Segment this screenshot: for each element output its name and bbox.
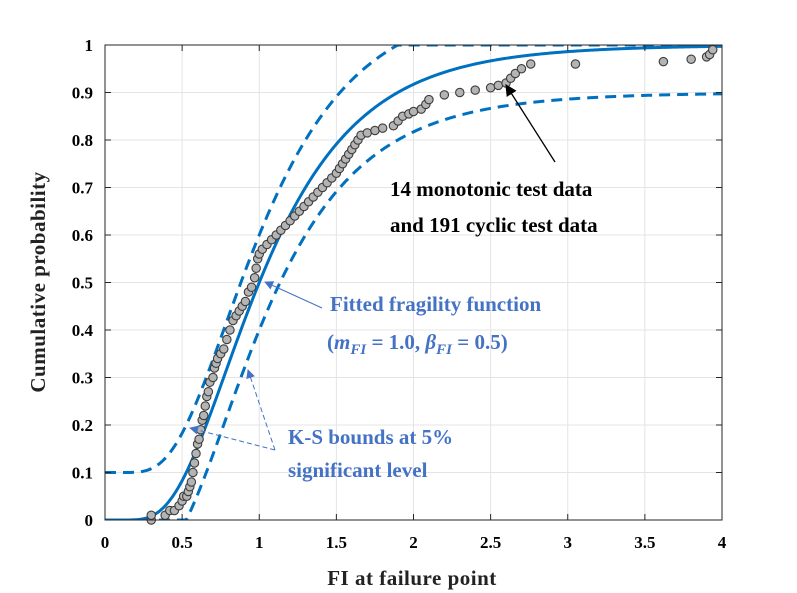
y-tick-label: 0.6 xyxy=(72,226,93,245)
x-tick-label: 1 xyxy=(255,533,264,552)
data-point xyxy=(225,325,235,335)
x-tick-label: 1.5 xyxy=(326,533,347,552)
data-point xyxy=(208,372,218,383)
data-point xyxy=(707,44,718,55)
fit-m-subscript: FI xyxy=(349,342,367,358)
data-point xyxy=(249,272,260,283)
data-point xyxy=(188,467,198,478)
y-tick-label: 0.7 xyxy=(72,179,94,198)
data-point xyxy=(189,458,200,468)
data-annotation-arrow xyxy=(505,84,556,163)
fitted-curve-group xyxy=(105,45,722,520)
data-point xyxy=(686,54,696,64)
tick-marks xyxy=(104,44,723,521)
data-point xyxy=(658,56,669,67)
y-tick-label: 0.1 xyxy=(72,464,93,483)
data-point xyxy=(195,424,206,435)
y-tick-label: 1 xyxy=(85,36,94,55)
data-point xyxy=(408,106,419,117)
data-point xyxy=(194,434,204,444)
y-tick-label: 0.2 xyxy=(72,416,93,435)
x-tick-label: 3.5 xyxy=(634,533,655,552)
data-point xyxy=(222,334,232,345)
x-tick-label: 4 xyxy=(718,533,727,552)
data-point xyxy=(200,401,211,411)
data-point xyxy=(203,386,214,397)
y-axis-title: Cumulative probability xyxy=(26,171,50,392)
data-point xyxy=(570,59,581,69)
ks-annotation-arrow-lower xyxy=(189,425,276,451)
x-tick-label: 3 xyxy=(564,533,573,552)
ks-annotation-line2: significant level xyxy=(288,458,428,482)
fit-m-value: = 1.0, xyxy=(366,330,425,354)
ks-annotation-line1: K-S bounds at 5% xyxy=(288,425,453,449)
fit-beta-value: = 0.5) xyxy=(452,330,508,354)
y-tick-label: 0 xyxy=(85,511,94,530)
data-annotation-line2: and 191 cyclic test data xyxy=(390,213,598,237)
ks-bounds xyxy=(105,45,722,520)
fit-paren-open: ( xyxy=(327,330,334,354)
x-tick-label: 2.5 xyxy=(480,533,501,552)
data-annotation-line1: 14 monotonic test data xyxy=(390,177,593,201)
x-axis-title: FI at failure point xyxy=(327,566,497,590)
data-point xyxy=(510,68,521,79)
data-point xyxy=(240,296,251,307)
y-tick-label: 0.4 xyxy=(72,321,94,340)
y-tick-label: 0.8 xyxy=(72,131,93,150)
fit-annotation-arrow xyxy=(264,281,323,309)
data-point xyxy=(424,94,434,105)
fit-beta-symbol: β xyxy=(424,330,436,354)
fit-m-symbol: m xyxy=(334,330,350,354)
x-tick-label: 2 xyxy=(409,533,418,552)
ks-annotation-arrow-upper xyxy=(246,369,276,451)
data-point xyxy=(191,448,201,459)
fit-beta-subscript: FI xyxy=(435,342,453,358)
x-tick-labels: 0 0.5 1 1.5 2 2.5 3 3.5 4 xyxy=(101,533,727,552)
data-point xyxy=(455,87,465,98)
fitted-fragility-line xyxy=(105,45,722,520)
data-point xyxy=(146,510,157,520)
data-point xyxy=(219,344,229,354)
data-point xyxy=(377,123,388,133)
data-point xyxy=(485,83,496,93)
data-point xyxy=(362,128,372,138)
y-tick-label: 0.3 xyxy=(72,369,93,388)
data-point xyxy=(525,59,536,69)
data-point xyxy=(439,90,450,100)
data-point xyxy=(493,80,504,91)
ks-lower-bound-line xyxy=(105,92,722,520)
y-tick-label: 0.5 xyxy=(72,274,93,293)
data-point xyxy=(370,125,380,136)
y-tick-label: 0.9 xyxy=(72,84,93,103)
y-tick-labels: 0 0.1 0.2 0.3 0.4 0.5 0.6 0.7 0.8 0.9 1 xyxy=(72,36,94,530)
empirical-points xyxy=(146,44,718,525)
data-point xyxy=(516,64,527,74)
x-tick-label: 0.5 xyxy=(172,533,193,552)
fit-annotation-line1: Fitted fragility function xyxy=(330,292,541,316)
data-point xyxy=(470,85,480,95)
data-point xyxy=(251,263,261,273)
fit-annotation-line2: (mFI = 1.0, βFI = 0.5) xyxy=(327,330,508,358)
data-point xyxy=(246,282,257,292)
data-point xyxy=(198,410,209,421)
data-point xyxy=(186,477,197,487)
x-tick-label: 0 xyxy=(101,533,110,552)
